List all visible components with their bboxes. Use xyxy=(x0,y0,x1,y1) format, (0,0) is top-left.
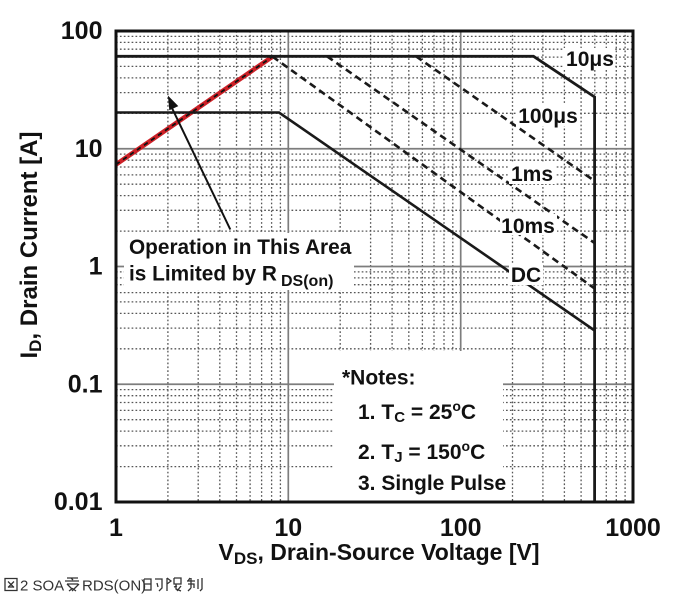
svg-text:is Limited by R: is Limited by R xyxy=(129,263,277,286)
svg-text:2. TJ = 150oC: 2. TJ = 150oC xyxy=(358,438,485,466)
svg-text:100: 100 xyxy=(440,514,482,542)
svg-text:1000: 1000 xyxy=(605,514,661,542)
svg-text:10ms: 10ms xyxy=(501,215,555,238)
svg-text:RDS(ON): RDS(ON) xyxy=(82,578,146,595)
svg-text:*Notes:: *Notes: xyxy=(342,367,416,390)
svg-text:VDS, Drain-Source Voltage [V]: VDS, Drain-Source Voltage [V] xyxy=(219,539,540,568)
svg-text:Operation in This Area: Operation in This Area xyxy=(129,236,352,259)
svg-text:3. Single Pulse: 3. Single Pulse xyxy=(358,472,506,495)
svg-text:10: 10 xyxy=(75,135,103,163)
svg-text:100μs: 100μs xyxy=(518,105,578,128)
svg-text:ID, Drain Current [A]: ID, Drain Current [A] xyxy=(16,132,45,359)
svg-text:DS(on): DS(on) xyxy=(281,273,333,290)
svg-text:100: 100 xyxy=(61,17,103,45)
svg-text:0.01: 0.01 xyxy=(54,488,103,516)
svg-text:1: 1 xyxy=(109,514,123,542)
svg-text:DC: DC xyxy=(511,264,541,287)
svg-text:10: 10 xyxy=(274,514,302,542)
svg-text:1ms: 1ms xyxy=(511,163,553,186)
svg-text:2 SOA: 2 SOA xyxy=(20,578,64,595)
svg-text:1: 1 xyxy=(89,253,103,281)
svg-text:10μs: 10μs xyxy=(566,48,614,71)
svg-text:0.1: 0.1 xyxy=(68,370,103,398)
